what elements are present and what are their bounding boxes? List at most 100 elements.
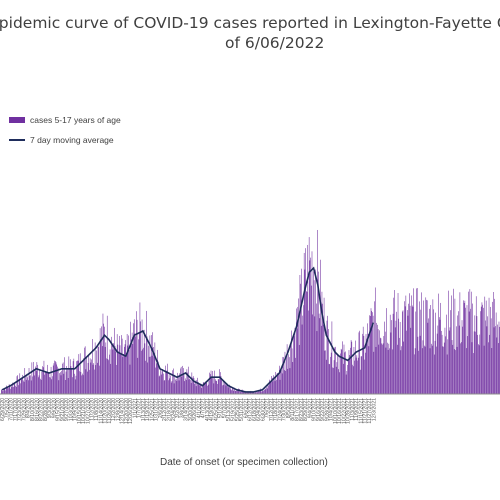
case-bar — [329, 364, 331, 394]
case-bar — [446, 314, 447, 394]
case-bar — [338, 355, 340, 394]
case-bar — [397, 293, 399, 394]
case-bar — [162, 369, 163, 394]
case-bar — [457, 315, 459, 394]
case-bar — [453, 288, 454, 394]
case-bar — [14, 382, 16, 394]
x-tick-label: 10/4/2021 — [329, 398, 335, 421]
case-bar — [328, 329, 329, 394]
case-bar — [353, 347, 355, 394]
case-bar — [292, 361, 294, 394]
case-bar — [189, 378, 190, 394]
case-bar — [412, 306, 414, 394]
case-bar — [311, 285, 312, 394]
case-bar — [364, 359, 365, 394]
case-bar — [254, 392, 255, 394]
case-bar — [178, 376, 179, 394]
case-bar — [378, 344, 380, 394]
x-tick-label: 8/22/2020 — [39, 398, 45, 421]
case-bar — [255, 392, 257, 394]
case-bar — [167, 363, 168, 394]
case-bar — [283, 357, 284, 394]
case-bar — [326, 320, 328, 394]
case-bar — [190, 382, 192, 394]
case-bar — [146, 310, 147, 394]
case-bar — [382, 344, 383, 394]
case-bar — [175, 378, 177, 394]
case-bar — [458, 325, 460, 394]
case-bar — [451, 340, 453, 394]
case-bar — [224, 381, 225, 394]
case-bar — [28, 367, 30, 394]
case-bar — [94, 369, 95, 394]
case-bar — [450, 310, 451, 394]
case-bar — [62, 362, 64, 394]
case-bar — [159, 375, 161, 394]
case-bar — [233, 390, 235, 394]
case-bar — [106, 315, 108, 394]
case-bar — [451, 295, 452, 394]
case-bar — [318, 313, 320, 394]
case-bar — [194, 383, 195, 394]
case-bar — [95, 365, 97, 394]
case-bar — [382, 343, 384, 394]
x-tick-label: 10/15/2020 — [77, 398, 83, 424]
case-bar — [207, 385, 208, 394]
case-bar — [471, 342, 473, 394]
case-bar — [355, 357, 357, 394]
case-bar — [50, 377, 51, 394]
case-bar — [41, 371, 43, 394]
case-bar — [61, 370, 62, 394]
case-bar — [211, 377, 213, 394]
case-bar — [98, 347, 99, 394]
case-bar — [432, 299, 434, 394]
case-bar — [118, 351, 119, 394]
x-tick-label: 2/18/2021 — [167, 398, 173, 421]
x-tick-label: 9/4/2021 — [307, 398, 313, 418]
case-bar — [325, 359, 327, 394]
x-tick-label: 10/10/2021 — [333, 398, 339, 424]
case-bar — [148, 345, 149, 394]
case-bar — [239, 391, 241, 394]
case-bar — [328, 363, 330, 394]
x-tick-label: 8/28/2020 — [43, 398, 49, 421]
case-bar — [350, 347, 351, 394]
case-bar — [109, 349, 111, 394]
case-bar — [133, 319, 135, 394]
case-bar — [190, 379, 191, 394]
case-bar — [283, 370, 285, 394]
case-bar — [494, 298, 495, 394]
case-bar — [302, 315, 304, 394]
case-bar — [202, 382, 204, 394]
case-bar — [18, 380, 20, 394]
case-bar — [13, 382, 15, 394]
x-tick-label: 3/2/2021 — [175, 398, 181, 418]
case-bar — [436, 333, 438, 394]
case-bar — [433, 309, 434, 394]
case-bar — [87, 371, 88, 394]
case-bar — [11, 387, 13, 394]
case-bar — [430, 305, 432, 394]
legend-swatch-cases — [9, 117, 25, 123]
case-bar — [42, 367, 44, 394]
case-bar — [104, 346, 106, 394]
case-bar — [195, 380, 196, 394]
case-bar — [422, 340, 424, 394]
case-bar — [247, 392, 249, 394]
case-bar — [355, 340, 356, 394]
case-bar — [249, 392, 250, 394]
case-bar — [307, 244, 309, 394]
case-bar — [314, 316, 316, 394]
case-bar — [58, 380, 60, 394]
case-bar — [278, 374, 279, 394]
case-bar — [83, 358, 85, 394]
case-bar — [123, 354, 124, 394]
case-bar — [341, 349, 343, 394]
case-bar — [406, 330, 407, 394]
case-bar — [157, 349, 158, 394]
case-bar — [221, 377, 222, 394]
case-bar — [31, 362, 33, 394]
case-bar — [359, 330, 360, 394]
case-bar — [212, 370, 213, 394]
